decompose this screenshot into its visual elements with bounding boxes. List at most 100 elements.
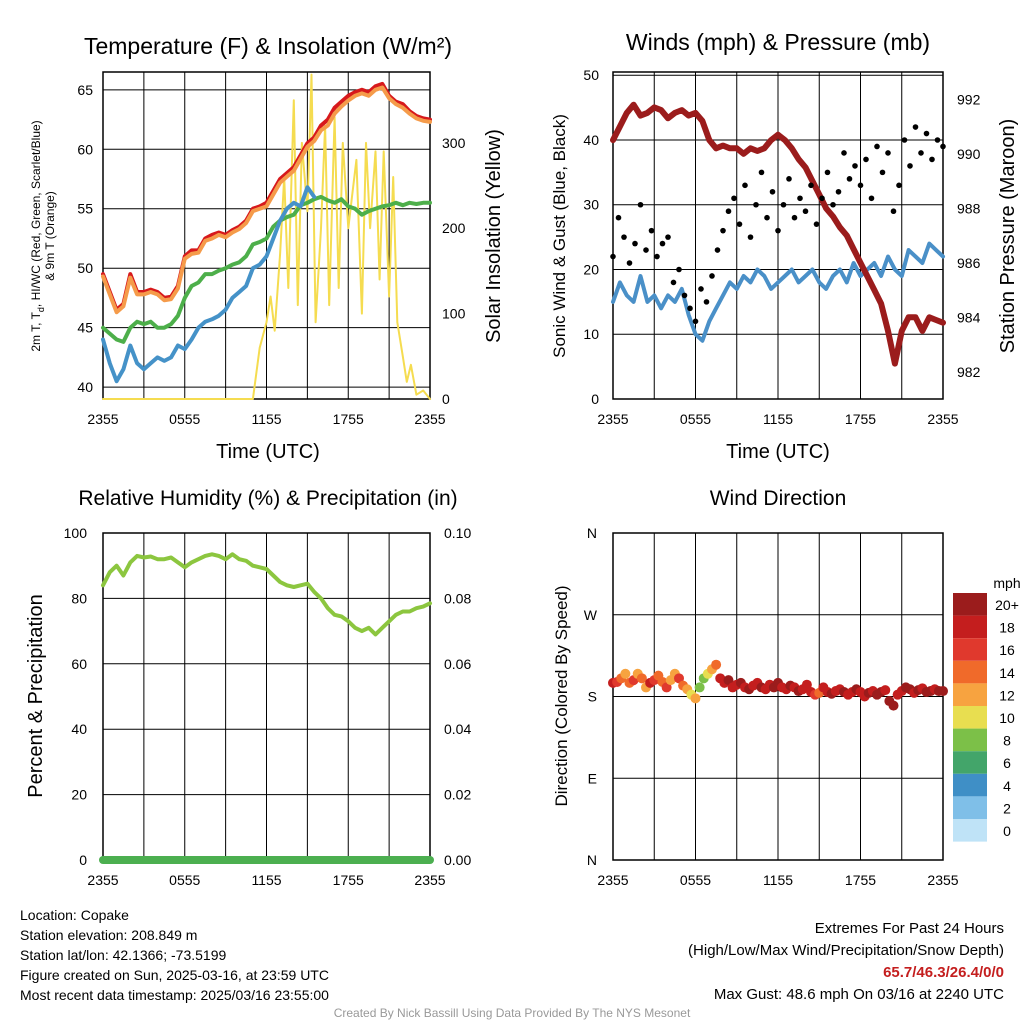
rh-y2-tick-label: 0.06: [444, 656, 471, 672]
dir-point: [723, 675, 734, 686]
speed-legend-label: 0: [1003, 823, 1011, 839]
wind-gust-point: [841, 150, 847, 156]
wind-gust-point: [742, 182, 748, 189]
wind-gust-point: [879, 169, 886, 176]
dir-point: [880, 685, 891, 696]
speed-legend-swatch: [953, 615, 987, 639]
dir-y-tick-label: S: [588, 689, 597, 705]
station-info: Location: Copake Station elevation: 208.…: [20, 905, 329, 1005]
temp-y2-tick-label: 300: [442, 135, 466, 151]
temp-x-tick-label: 0555: [169, 411, 200, 427]
wind-y2-tick-label: 986: [957, 255, 981, 271]
temp-y2-axis-label: Solar Insolation (Yellow): [483, 129, 505, 343]
wind-y-tick-label: 30: [583, 197, 599, 213]
wind-gust-point: [835, 188, 842, 195]
wind-plot-area: 2355 0555 1155 1755 2355 0 10 20 30 40 50 982 984 986…: [583, 67, 980, 427]
rh-y-tick-label: 80: [71, 590, 87, 606]
speed-legend-label: 18: [999, 620, 1015, 636]
rh-y-axis-label: Percent & Precipitation: [25, 594, 47, 797]
wind-x-tick-label: 2355: [597, 411, 628, 427]
speed-legend-label: 10: [999, 710, 1015, 726]
rh-y2-tick-label: 0.02: [444, 787, 471, 803]
wind-gust-point: [791, 214, 798, 221]
temp-series-solar: [102, 73, 431, 400]
dir-x-tick-label: 2355: [927, 872, 958, 888]
wind-gust-point: [885, 150, 891, 156]
wind-gust-point: [830, 201, 836, 208]
speed-legend-label: 2: [1003, 800, 1011, 816]
speed-legend-label: 14: [999, 665, 1015, 681]
wind-y2-axis-label: Station Pressure (Maroon): [997, 119, 1019, 354]
wind-gust-point: [802, 208, 809, 215]
wind-gust-point: [753, 201, 759, 208]
temp-chart-title: Temperature (F) & Insolation (W/m²): [84, 33, 452, 59]
temp-y-axis-label-line2: & 9m T (Orange): [43, 191, 57, 281]
wind-gust-point: [775, 227, 781, 234]
dir-y-tick-label: N: [587, 525, 597, 541]
temp-series-t9m: [101, 85, 432, 315]
credit-line: Created By Nick Bassill Using Data Provi…: [333, 1006, 691, 1020]
wind-x-tick-label: 1155: [763, 411, 793, 427]
temp-y-tick-label: 45: [77, 320, 93, 336]
wind-y-axis-label: Sonic Wind & Gust (Blue, Black): [550, 114, 569, 358]
wind-chart-title: Winds (mph) & Pressure (mb): [626, 29, 930, 55]
wind-gust-point: [857, 182, 864, 189]
dir-x-tick-label: 0555: [680, 872, 711, 888]
station-location: Location: Copake: [20, 907, 129, 923]
wind-gust-point: [824, 169, 831, 176]
rh-y2-tick-label: 0.08: [444, 590, 471, 606]
wind-gust-point: [874, 143, 880, 150]
wind-gust-point: [890, 208, 897, 215]
temp-x-tick-label: 2355: [414, 411, 445, 427]
dir-y-axis-label: Direction (Colored By Speed): [552, 585, 571, 806]
rh-x-tick-label: 1755: [333, 872, 364, 888]
wind-y-tick-label: 20: [583, 261, 599, 277]
wind-gust-point: [725, 208, 732, 215]
temp-plot-area: 2355 0555 1155 1755 2355 40 45 50 55 60 65 0 100 200 3…: [77, 71, 466, 427]
rh-y2-tick-label: 0.04: [444, 721, 471, 737]
wind-gust-point: [643, 247, 649, 253]
wind-gust-point: [648, 227, 655, 234]
plot-layer: 2355 0555 1155 1755 235540455055606501002003…: [64, 67, 1019, 888]
dir-x-tick-label: 2355: [597, 872, 628, 888]
wind-x-tick-label: 0555: [680, 411, 711, 427]
temp-y-axis-label-line1: 2m T, Td, HI/WC (Red, Green, Scarlet/Blu…: [29, 120, 46, 351]
wind-y2-tick-label: 988: [957, 200, 981, 216]
rh-y-tick-label: 0: [79, 852, 87, 868]
dir-point: [620, 668, 631, 679]
wind-gust-point: [654, 253, 660, 260]
wind-gust-point: [780, 201, 787, 208]
speed-legend-swatch: [953, 819, 987, 842]
wind-gust-point: [709, 273, 715, 279]
wind-gust-point: [670, 279, 677, 286]
speed-legend-swatch: [953, 751, 987, 774]
wind-gust-point: [918, 150, 924, 156]
wind-gust-point: [731, 195, 737, 202]
dir-point: [888, 700, 899, 711]
wind-gust-point: [692, 318, 699, 325]
rh-plot-area: 2355 0555 1155 1755 23550204060801000.000.02…: [64, 525, 472, 888]
wind-gust-point: [808, 182, 814, 189]
rh-chart-title: Relative Humidity (%) & Precipitation (i…: [78, 487, 457, 510]
speed-legend-label: 4: [1003, 778, 1011, 794]
rh-y-tick-label: 100: [64, 525, 88, 541]
rh-x-tick-label: 2355: [87, 872, 118, 888]
dir-point: [801, 679, 812, 690]
temp-y-tick-label: 65: [77, 82, 93, 98]
extremes-info: Extremes For Past 24 Hours (High/Low/Max…: [688, 918, 1004, 1006]
temp-y-tick-label: 55: [77, 201, 93, 217]
speed-legend-swatch: [953, 706, 987, 729]
extremes-subtitle: (High/Low/Max Wind/Precipitation/Snow De…: [688, 942, 1004, 959]
recent-timestamp: Most recent data timestamp: 2025/03/16 2…: [20, 987, 329, 1003]
wind-gust-point: [747, 234, 754, 240]
wind-gust-point: [852, 163, 858, 169]
wind-y2-tick-label: 984: [957, 309, 981, 325]
temp-x-tick-label: 1155: [251, 411, 281, 427]
wind-gust-point: [632, 240, 638, 247]
speed-legend-swatch: [953, 593, 987, 616]
wind-gust-point: [934, 137, 941, 143]
temp-series-heat_index: [101, 185, 317, 384]
extremes-values: 65.7/46.3/26.4/0/0: [883, 964, 1004, 981]
temp-y2-tick-label: 200: [442, 220, 466, 236]
wind-gust-point: [896, 182, 902, 189]
